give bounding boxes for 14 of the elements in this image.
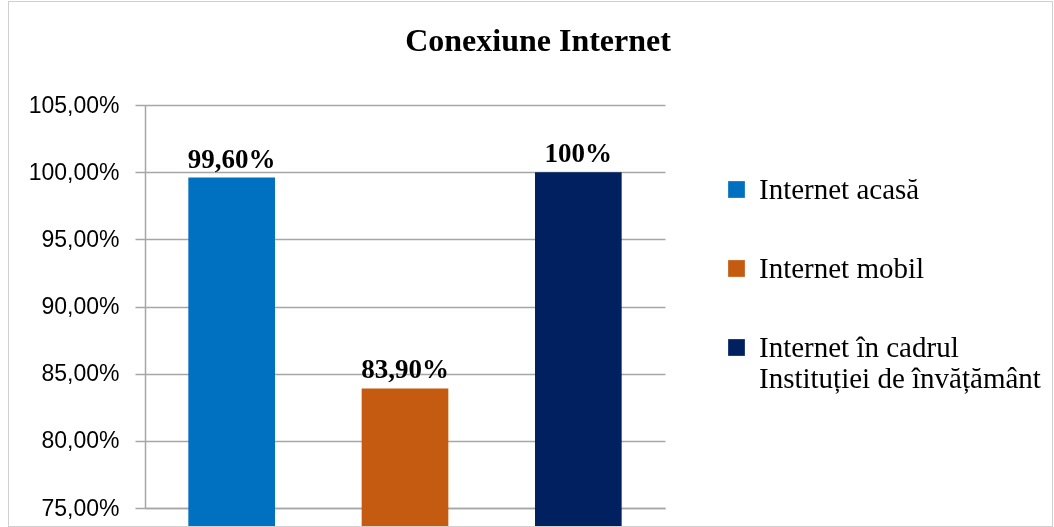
y-tick-label: 75,00% [41, 494, 120, 521]
data-label: 99,60% [187, 143, 276, 174]
legend-label: Internet acasă [759, 172, 920, 205]
y-tick-label: 85,00% [41, 360, 120, 387]
y-tick-label: 80,00% [41, 427, 120, 454]
data-label: 100% [544, 138, 613, 169]
y-tick-label: 100,00% [28, 158, 120, 185]
y-tick-label: 105,00% [28, 91, 120, 118]
legend-label: Internet în cadrul Instituției de învățământ [759, 330, 1041, 394]
data-label: 83,90% [361, 354, 449, 385]
y-tick-label: 95,00% [41, 225, 120, 252]
legend-label: Internet mobil [759, 251, 925, 284]
y-tick-label: 90,00% [41, 293, 120, 319]
chart-title: Conexiune Internet [405, 22, 672, 58]
